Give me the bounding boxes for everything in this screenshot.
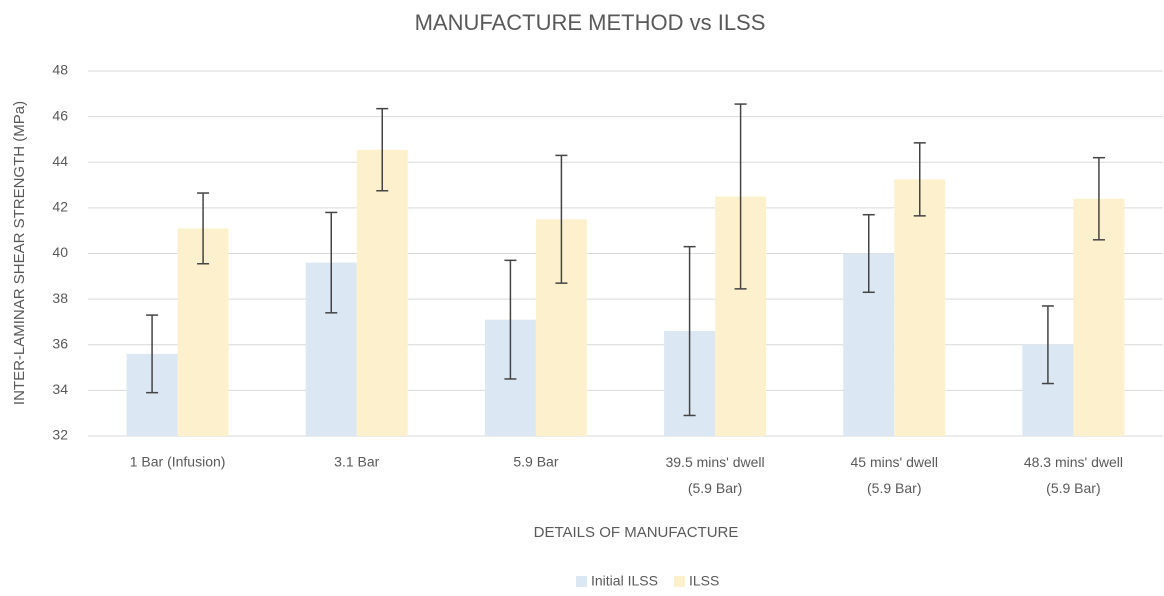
y-tick-label: 32: [52, 427, 68, 443]
x-tick-label: 45 mins' dwell (5.9 Bar): [851, 454, 939, 496]
error-bar: [325, 211, 338, 314]
bar: [894, 179, 946, 436]
legend-label: Initial ILSS: [591, 573, 658, 589]
x-tick-label: 1 Bar (Infusion): [130, 454, 226, 470]
legend-label: ILSS: [689, 573, 719, 589]
y-axis-label: INTER-LAMINAR SHEAR STRENGTH (MPa): [11, 101, 28, 405]
legend-swatch: [673, 576, 685, 587]
y-tick-label: 48: [52, 62, 68, 78]
x-tick-label: 3.1 Bar: [334, 454, 379, 470]
error-bar: [683, 245, 696, 417]
error-bar: [1041, 305, 1054, 385]
y-tick-label: 44: [52, 153, 68, 169]
bar: [356, 149, 408, 436]
error-bar: [734, 103, 747, 290]
x-tick-label: 48.3 mins' dwell (5.9 Bar): [1024, 454, 1123, 496]
error-bar: [146, 314, 159, 394]
y-tick-label: 46: [52, 107, 68, 123]
error-bar: [862, 213, 875, 294]
chart-title: MANUFACTURE METHOD vs ILSS: [415, 10, 766, 35]
y-tick-label: 34: [52, 381, 68, 397]
error-bar: [913, 142, 926, 217]
x-tick-label: 5.9 Bar: [513, 454, 558, 470]
x-axis-label: DETAILS OF MANUFACTURE: [534, 524, 739, 541]
x-tick-label: 39.5 mins' dwell (5.9 Bar): [665, 454, 764, 496]
error-bar: [1092, 156, 1105, 241]
y-tick-label: 38: [52, 290, 68, 306]
error-bar: [197, 192, 210, 265]
y-tick-label: 36: [52, 335, 68, 351]
error-bar: [555, 154, 568, 284]
error-bar: [376, 107, 389, 192]
legend-swatch: [576, 576, 587, 587]
error-bar: [504, 259, 517, 380]
y-tick-label: 40: [52, 244, 68, 260]
y-tick-label: 42: [52, 199, 68, 215]
